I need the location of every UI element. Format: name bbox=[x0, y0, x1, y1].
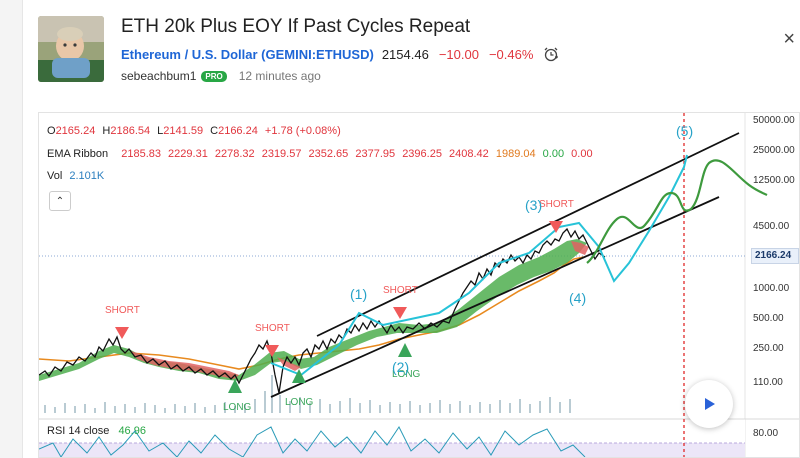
ema-legend: EMA Ribbon 2185.83 2229.31 2278.32 2319.… bbox=[47, 148, 593, 160]
vol-label: Vol bbox=[47, 170, 63, 182]
price-tick: 50000.00 bbox=[753, 115, 795, 126]
volume-legend: Vol 2.101K bbox=[47, 170, 108, 182]
current-price-tag: 2166.24 bbox=[751, 248, 799, 264]
chart-area[interactable]: SHORT SHORT SHORT SHORT LONG LONG LONG (… bbox=[38, 112, 800, 458]
price-series bbox=[39, 227, 606, 394]
wave-label-1: (1) bbox=[350, 286, 368, 302]
short-label-1: SHORT bbox=[105, 305, 140, 316]
author-name[interactable]: sebeachbum1 bbox=[121, 69, 197, 83]
rsi-band bbox=[39, 443, 745, 457]
ema-label: EMA Ribbon bbox=[47, 148, 109, 160]
last-price: 2154.46 bbox=[381, 46, 429, 62]
rsi-legend: RSI 14 close 46.96 bbox=[47, 425, 146, 437]
rsi-label: RSI 14 close bbox=[47, 425, 110, 437]
ema-ribbon-red bbox=[131, 241, 589, 379]
long-label-1: LONG bbox=[223, 402, 252, 413]
wave-label-4: (4) bbox=[569, 290, 587, 306]
symbol-link[interactable]: Ethereum / U.S. Dollar (GEMINI:ETHUSD) bbox=[121, 46, 374, 62]
price-tick: 4500.00 bbox=[753, 221, 790, 232]
short-label-2: SHORT bbox=[255, 323, 290, 334]
price-tick: 110.00 bbox=[753, 377, 783, 388]
alarm-clock-icon[interactable] bbox=[543, 46, 559, 62]
long-label-3: LONG bbox=[392, 369, 421, 380]
channel-lower-line bbox=[270, 196, 720, 398]
rsi-tick: 80.00 bbox=[753, 428, 779, 439]
long-label-2: LONG bbox=[285, 397, 314, 408]
low-value: 2141.59 bbox=[163, 125, 204, 137]
wave-label-2: (2) bbox=[392, 359, 410, 375]
ohlc-change: +1.78 (+0.08%) bbox=[264, 125, 341, 137]
price-tick: 500.00 bbox=[753, 313, 784, 324]
price-tick: 1000.00 bbox=[753, 283, 790, 294]
channel-upper-line bbox=[316, 132, 740, 337]
ema-200-line bbox=[39, 256, 585, 370]
wave-label-5: (5) bbox=[676, 123, 694, 139]
price-tick: 25000.00 bbox=[753, 145, 795, 156]
close-value: 2166.24 bbox=[218, 125, 258, 137]
rsi-line bbox=[39, 426, 586, 457]
vol-value: 2.101K bbox=[69, 170, 105, 182]
chart-canvas bbox=[39, 113, 799, 457]
close-icon[interactable]: × bbox=[783, 28, 795, 50]
pro-badge: PRO bbox=[201, 70, 227, 82]
long-markers bbox=[228, 343, 412, 393]
short-markers bbox=[115, 221, 563, 357]
short-label-3: SHORT bbox=[383, 285, 418, 296]
price-change: −10.00 bbox=[438, 46, 479, 62]
collapse-legend-button[interactable]: ⌃ bbox=[49, 191, 71, 211]
short-label-4: SHORT bbox=[539, 199, 574, 210]
play-icon bbox=[705, 398, 715, 410]
author-avatar[interactable] bbox=[38, 16, 104, 82]
symbol-row: Ethereum / U.S. Dollar (GEMINI:ETHUSD) 2… bbox=[121, 46, 559, 62]
volume-bars bbox=[44, 375, 571, 413]
price-tick: 250.00 bbox=[753, 343, 784, 354]
projection-green-path bbox=[586, 159, 768, 264]
play-button[interactable] bbox=[685, 380, 733, 428]
ohlc-legend: O2165.24 H2186.54 L2141.59 C2166.24 +1.7… bbox=[47, 125, 341, 137]
ema-ribbon bbox=[39, 239, 587, 381]
projection-cyan-path bbox=[270, 154, 688, 377]
high-value: 2186.54 bbox=[110, 125, 151, 137]
price-change-percent: −0.46% bbox=[488, 46, 534, 62]
wave-label-3: (3) bbox=[525, 197, 543, 213]
rsi-value: 46.96 bbox=[118, 425, 146, 437]
author-row: sebeachbum1 PRO 12 minutes ago bbox=[121, 69, 321, 83]
publish-time: 12 minutes ago bbox=[238, 69, 321, 83]
idea-title: ETH 20k Plus EOY If Past Cycles Repeat bbox=[121, 16, 471, 37]
price-tick: 12500.00 bbox=[753, 175, 795, 186]
open-value: 2165.24 bbox=[55, 125, 96, 137]
